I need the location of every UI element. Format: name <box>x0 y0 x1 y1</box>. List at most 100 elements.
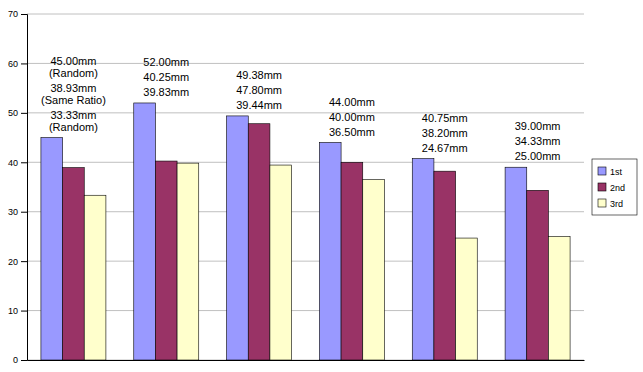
data-label-line: (Random) <box>49 67 98 79</box>
data-label-line: 40.75mm <box>422 112 468 124</box>
tick-label: 50 <box>8 108 18 118</box>
data-label: 24.67mm <box>422 142 468 154</box>
tick-mark <box>21 113 27 114</box>
tick-mark <box>21 162 27 163</box>
bar <box>363 180 385 360</box>
grid-line <box>27 261 584 262</box>
data-label: 40.75mm <box>422 112 468 124</box>
tick: 20 <box>8 257 27 267</box>
tick: 60 <box>8 59 27 69</box>
data-label: 38.20mm <box>422 127 468 139</box>
tick: 30 <box>8 207 27 217</box>
bar <box>41 138 63 360</box>
data-label-line: (Same Ratio) <box>41 94 106 106</box>
bar <box>434 171 456 360</box>
tick: 50 <box>8 108 27 118</box>
tick: 10 <box>8 306 27 316</box>
data-label: 40.00mm <box>329 111 375 123</box>
data-label-line: 25.00mm <box>515 150 561 162</box>
data-label-line: 47.80mm <box>236 84 282 96</box>
bar <box>63 168 85 360</box>
tick-label: 70 <box>8 9 18 19</box>
axis-line <box>21 15 28 361</box>
tick-mark <box>21 63 27 64</box>
data-label: 47.80mm <box>236 84 282 96</box>
data-label: 33.33mm(Random) <box>49 109 98 133</box>
data-label: 39.44mm <box>236 99 282 111</box>
legend-swatch <box>598 183 606 191</box>
axis-line <box>28 360 585 361</box>
grid-line <box>27 112 584 113</box>
tick-label: 30 <box>8 207 18 217</box>
bar <box>248 124 270 360</box>
legend-swatch <box>598 167 606 175</box>
bar <box>341 162 363 360</box>
tick-mark <box>21 261 27 262</box>
data-labels: 33.33mm(Random)38.93mm(Same Ratio)45.00m… <box>41 55 560 163</box>
legend-label: 3rd <box>610 199 623 209</box>
data-label-line: (Random) <box>49 121 98 133</box>
grid-line <box>27 360 584 361</box>
tick-label: 60 <box>8 59 18 69</box>
data-label-line: 40.00mm <box>329 111 375 123</box>
grid-line <box>27 310 584 311</box>
grid-line <box>27 211 584 212</box>
bar <box>548 236 570 360</box>
data-label: 40.25mm <box>143 71 189 83</box>
bar <box>412 159 434 360</box>
tick: 40 <box>8 158 27 168</box>
tick-mark <box>21 14 27 15</box>
grid-line <box>27 63 584 64</box>
tick-mark <box>21 360 27 361</box>
tick-mark <box>21 212 27 213</box>
bar <box>155 161 177 360</box>
data-label: 52.00mm <box>143 56 189 68</box>
bar <box>270 165 292 360</box>
bar <box>134 103 156 360</box>
data-label: 39.00mm <box>515 120 561 132</box>
data-label: 44.00mm <box>329 96 375 108</box>
tick-label: 10 <box>8 306 18 316</box>
data-label-line: 39.00mm <box>515 120 561 132</box>
tick-label: 20 <box>8 257 18 267</box>
data-label-line: 36.50mm <box>329 126 375 138</box>
data-label-line: 38.93mm <box>50 82 96 94</box>
data-label-line: 34.33mm <box>515 135 561 147</box>
bar <box>319 143 341 360</box>
data-label-line: 44.00mm <box>329 96 375 108</box>
data-label: 36.50mm <box>329 126 375 138</box>
legend: 1st2nd3rd <box>592 159 637 215</box>
data-label: 38.93mm(Same Ratio) <box>41 82 106 106</box>
tick: 0 <box>13 355 27 365</box>
data-label: 25.00mm <box>515 150 561 162</box>
bar <box>84 195 106 360</box>
tick-label: 40 <box>8 158 18 168</box>
data-label-line: 24.67mm <box>422 142 468 154</box>
data-label: 45.00mm(Random) <box>49 55 98 79</box>
data-label-line: 52.00mm <box>143 56 189 68</box>
data-label-line: 40.25mm <box>143 71 189 83</box>
data-label: 34.33mm <box>515 135 561 147</box>
tick: 70 <box>8 9 27 19</box>
grid-line <box>27 14 584 15</box>
data-label-line: 45.00mm <box>50 55 96 67</box>
legend-swatch <box>598 199 606 207</box>
bar <box>456 238 478 360</box>
bar <box>177 163 199 360</box>
data-label-line: 38.20mm <box>422 127 468 139</box>
legend-label: 1st <box>610 167 623 177</box>
data-label: 39.83mm <box>143 86 189 98</box>
data-label: 49.38mm <box>236 69 282 81</box>
tick-label: 0 <box>13 355 18 365</box>
grid-line <box>27 162 584 163</box>
grid <box>27 14 584 360</box>
x-axis <box>28 360 585 362</box>
legend-box <box>592 159 637 215</box>
tick-mark <box>21 311 27 312</box>
chart: 01020304050607033.33mm(Random)38.93mm(Sa… <box>0 0 643 372</box>
bar <box>527 190 549 360</box>
data-label-line: 33.33mm <box>50 109 96 121</box>
bar <box>505 167 527 360</box>
data-label-line: 39.83mm <box>143 86 189 98</box>
data-label-line: 49.38mm <box>236 69 282 81</box>
